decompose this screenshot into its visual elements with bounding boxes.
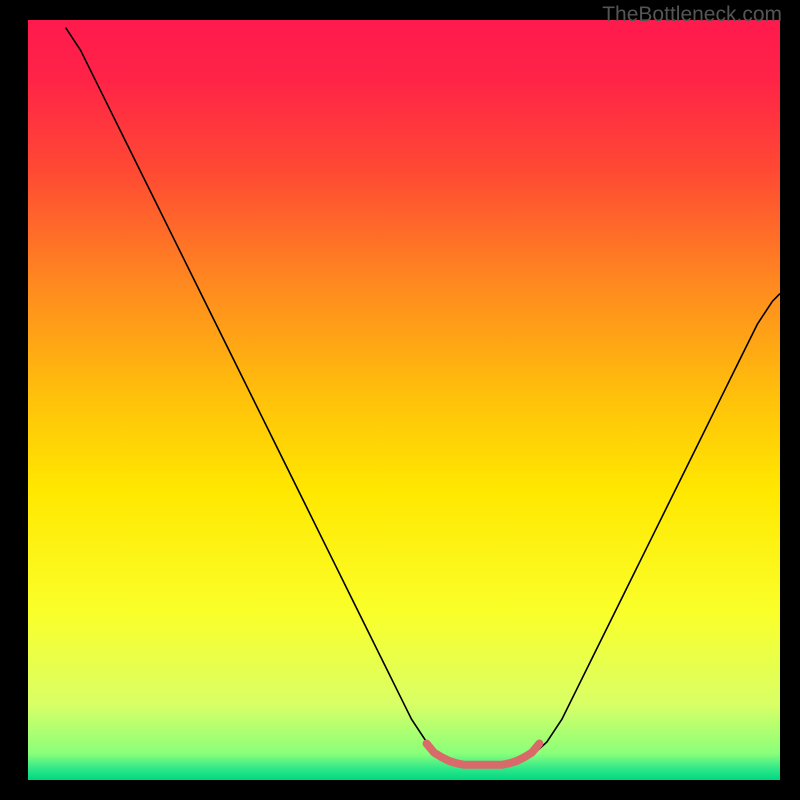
- plot-background: [28, 20, 780, 780]
- figure-container: TheBottleneck.com: [0, 0, 800, 800]
- watermark-text: TheBottleneck.com: [602, 3, 782, 27]
- bottleneck-chart: [28, 20, 780, 780]
